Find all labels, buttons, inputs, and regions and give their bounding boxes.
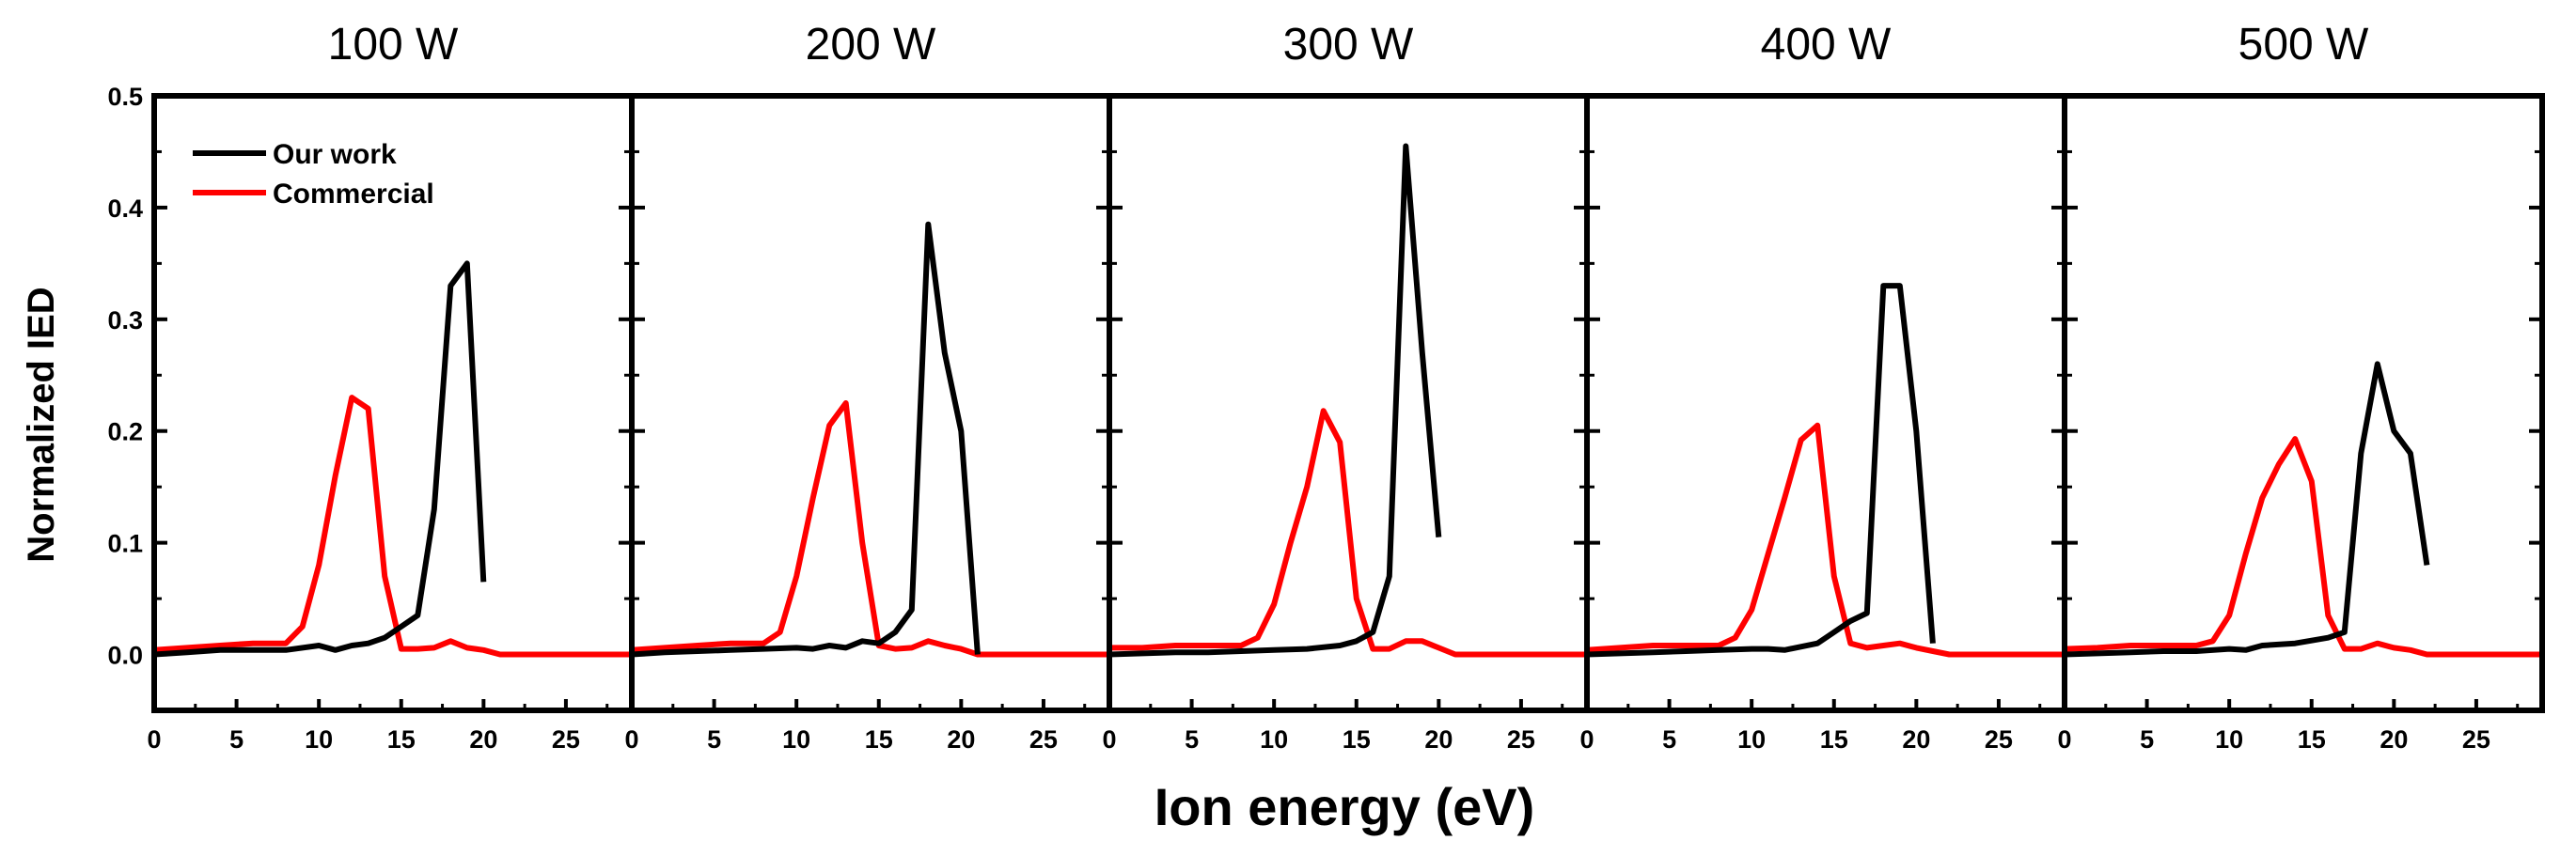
x-tick-label: 20 — [1424, 725, 1453, 754]
panel-frame — [2062, 93, 2545, 713]
x-tick-label: 10 — [782, 725, 810, 754]
y-tick-label: 0.2 — [107, 418, 143, 446]
x-tick-label: 10 — [1260, 725, 1288, 754]
series-line-commercial — [1586, 422, 2065, 658]
x-tick-label: 15 — [387, 725, 416, 754]
x-tick-label: 25 — [2462, 725, 2490, 754]
series-line-our-work — [153, 260, 487, 658]
series-line-our-work — [2064, 361, 2430, 658]
panel-frame — [1107, 93, 1590, 713]
y-axis-label: Normalized IED — [21, 287, 62, 562]
panels-group: 0 5 10 15 20 25 0.0 0.1 0.2 0.3 0.4 0.5 0 5 10 15 20 25 0 5… — [107, 83, 2545, 754]
panel-200w: 0 5 10 15 20 25 — [624, 93, 1112, 754]
panel-title-300w: 300 W — [1283, 20, 1414, 70]
x-tick-label: 20 — [947, 725, 975, 754]
y-tick-label: 0.3 — [107, 306, 143, 335]
x-tick-label: 10 — [2215, 725, 2243, 754]
x-tick-label: 5 — [2140, 725, 2154, 754]
panel-frame — [1584, 93, 2067, 713]
legend-label-our-work: Our work — [273, 139, 397, 170]
series-line-our-work — [1586, 283, 1936, 658]
x-tick-label: 25 — [1507, 725, 1535, 754]
y-tick-label: 0.0 — [107, 642, 143, 670]
x-tick-label: 25 — [552, 725, 580, 754]
x-tick-label: 20 — [2380, 725, 2408, 754]
x-tick-label: 15 — [2298, 725, 2326, 754]
panel-500w: 0 5 10 15 20 25 — [2057, 93, 2545, 754]
x-tick-label: 15 — [1820, 725, 1848, 754]
x-tick-label: 0 — [1579, 725, 1594, 754]
series-line-our-work — [631, 221, 981, 658]
x-tick-label: 0 — [624, 725, 638, 754]
x-tick-label: 0 — [2057, 725, 2071, 754]
panel-frame — [629, 93, 1112, 713]
x-tick-label: 15 — [865, 725, 893, 754]
x-tick-label: 0 — [147, 725, 161, 754]
x-tick-label: 20 — [1902, 725, 1930, 754]
x-tick-label: 10 — [1737, 725, 1766, 754]
series-line-our-work — [1108, 143, 1442, 658]
x-axis-label: Ion energy (eV) — [1154, 777, 1535, 836]
series-line-commercial — [631, 400, 1109, 658]
x-tick-label: 5 — [1185, 725, 1199, 754]
x-tick-label: 5 — [707, 725, 721, 754]
series-line-commercial — [1109, 408, 1587, 658]
y-tick-label: 0.4 — [107, 195, 143, 223]
x-tick-label: 20 — [469, 725, 497, 754]
x-tick-label: 25 — [1985, 725, 2013, 754]
series-line-commercial — [153, 395, 632, 658]
x-tick-label: 15 — [1343, 725, 1371, 754]
x-tick-label: 25 — [1029, 725, 1058, 754]
x-tick-label: 0 — [1102, 725, 1116, 754]
panel-title-400w: 400 W — [1761, 20, 1892, 70]
y-tick-label: 0.1 — [107, 530, 143, 558]
x-tick-label: 5 — [229, 725, 243, 754]
x-tick-label: 5 — [1662, 725, 1676, 754]
panel-100w: 0 5 10 15 20 25 0.0 0.1 0.2 0.3 0.4 0.5 — [107, 83, 635, 754]
panel-title-200w: 200 W — [806, 20, 936, 70]
panel-400w: 0 5 10 15 20 25 — [1579, 93, 2067, 754]
x-tick-label: 10 — [305, 725, 333, 754]
series-line-commercial — [2064, 436, 2542, 658]
panel-300w: 0 5 10 15 20 25 — [1102, 93, 1590, 754]
panel-title-100w: 100 W — [328, 20, 459, 70]
legend: Our work Commercial — [193, 139, 434, 210]
y-tick-label: 0.5 — [107, 83, 143, 111]
panel-title-500w: 500 W — [2238, 20, 2369, 70]
legend-label-commercial: Commercial — [273, 179, 434, 210]
